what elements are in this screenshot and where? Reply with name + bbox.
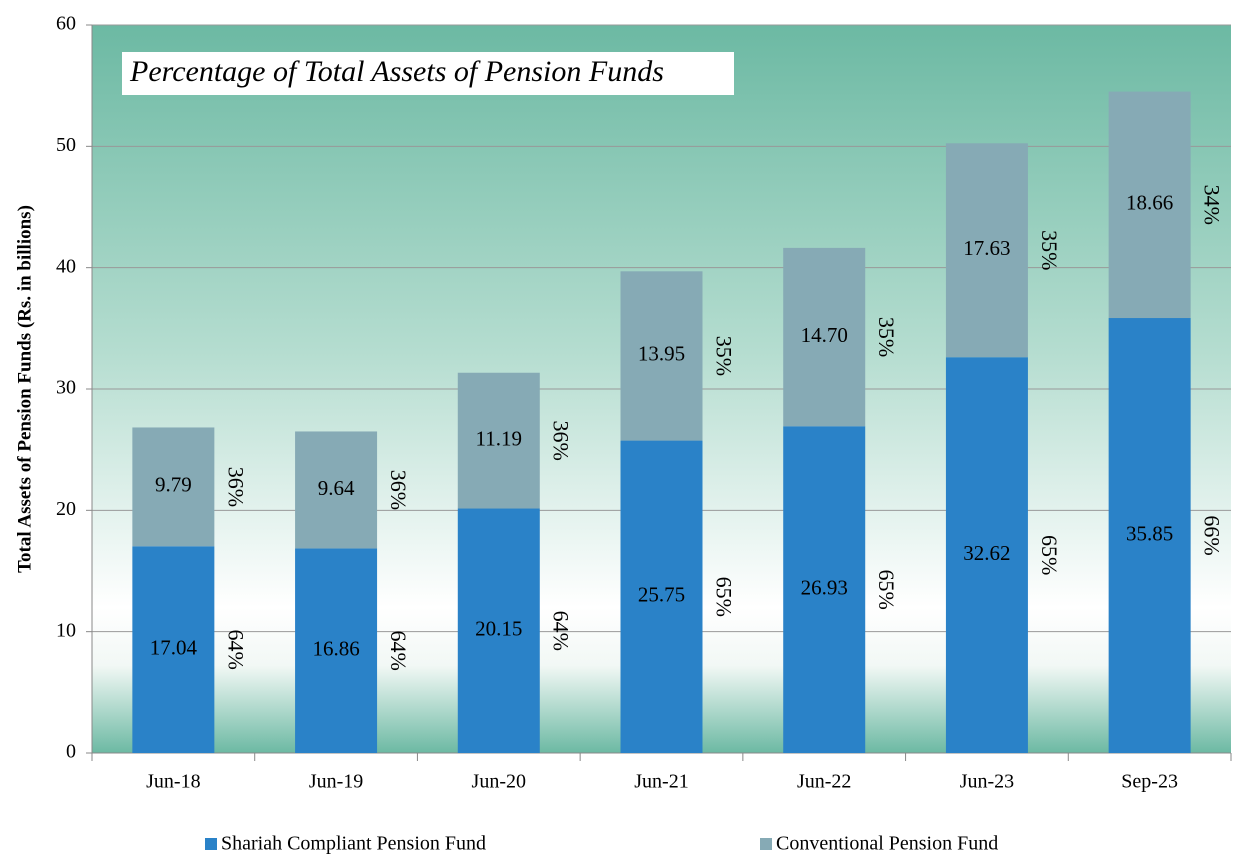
share-label: 35%: [711, 336, 736, 376]
legend-swatch: [760, 838, 772, 850]
y-tick-label: 20: [56, 498, 76, 520]
bar-segment: [132, 546, 215, 753]
y-axis-label: Total Assets of Pension Funds (Rs. in bi…: [14, 205, 35, 573]
share-label: 65%: [874, 569, 899, 609]
y-tick-label: 30: [56, 377, 76, 399]
value-label: 25.75: [638, 583, 685, 607]
y-tick-label: 50: [56, 134, 76, 156]
value-label: 9.79: [155, 473, 192, 497]
bar-segment: [457, 508, 540, 753]
legend-swatch: [205, 838, 217, 850]
value-label: 20.15: [475, 617, 522, 641]
share-label: 65%: [711, 577, 736, 617]
value-label: 16.86: [312, 637, 359, 661]
x-tick-label: Jun-20: [472, 771, 526, 793]
bar-segment: [295, 548, 378, 753]
title-box: [122, 52, 734, 95]
value-label: 17.63: [963, 236, 1010, 260]
bar-segment: [783, 426, 866, 753]
y-tick-label: 10: [56, 619, 76, 641]
share-label: 35%: [1037, 230, 1062, 270]
share-label: 66%: [1200, 515, 1225, 555]
value-label: 35.85: [1126, 521, 1173, 545]
value-label: 26.93: [801, 575, 848, 599]
bar-segment: [1108, 318, 1191, 753]
bar-segment: [783, 247, 866, 427]
bar-segment: [295, 431, 378, 549]
share-label: 34%: [1200, 185, 1225, 225]
chart-title: Percentage of Total Assets of Pension Fu…: [129, 55, 664, 88]
share-label: 65%: [1037, 535, 1062, 575]
x-tick-label: Sep-23: [1121, 771, 1178, 793]
x-tick-label: Jun-18: [146, 771, 200, 793]
bar-segment: [457, 372, 540, 509]
share-label: 64%: [549, 611, 574, 651]
bar-segment: [132, 427, 215, 547]
y-tick-label: 0: [66, 741, 76, 763]
value-label: 13.95: [638, 342, 685, 366]
share-label: 64%: [223, 629, 248, 669]
x-tick-label: Jun-19: [309, 771, 363, 793]
y-tick-label: 60: [56, 13, 76, 35]
share-label: 36%: [549, 420, 574, 460]
share-label: 36%: [223, 467, 248, 507]
value-label: 17.04: [150, 635, 198, 659]
bar-segment: [620, 271, 703, 441]
value-label: 32.62: [963, 541, 1010, 565]
x-tick-label: Jun-23: [960, 771, 1014, 793]
share-label: 35%: [874, 317, 899, 357]
legend-label: Conventional Pension Fund: [776, 833, 998, 855]
value-label: 11.19: [476, 426, 522, 450]
bar-segment: [945, 143, 1028, 358]
share-label: 36%: [386, 470, 411, 510]
bar-segment: [1108, 91, 1191, 319]
share-label: 64%: [386, 631, 411, 671]
x-tick-label: Jun-22: [797, 771, 851, 793]
bar-segment: [945, 357, 1028, 753]
value-label: 18.66: [1126, 191, 1173, 215]
value-label: 9.64: [318, 476, 355, 500]
y-tick-label: 40: [56, 255, 76, 277]
value-label: 14.70: [801, 323, 848, 347]
legend-label: Shariah Compliant Pension Fund: [221, 833, 486, 855]
x-tick-label: Jun-21: [634, 771, 688, 793]
bar-segment: [620, 440, 703, 753]
